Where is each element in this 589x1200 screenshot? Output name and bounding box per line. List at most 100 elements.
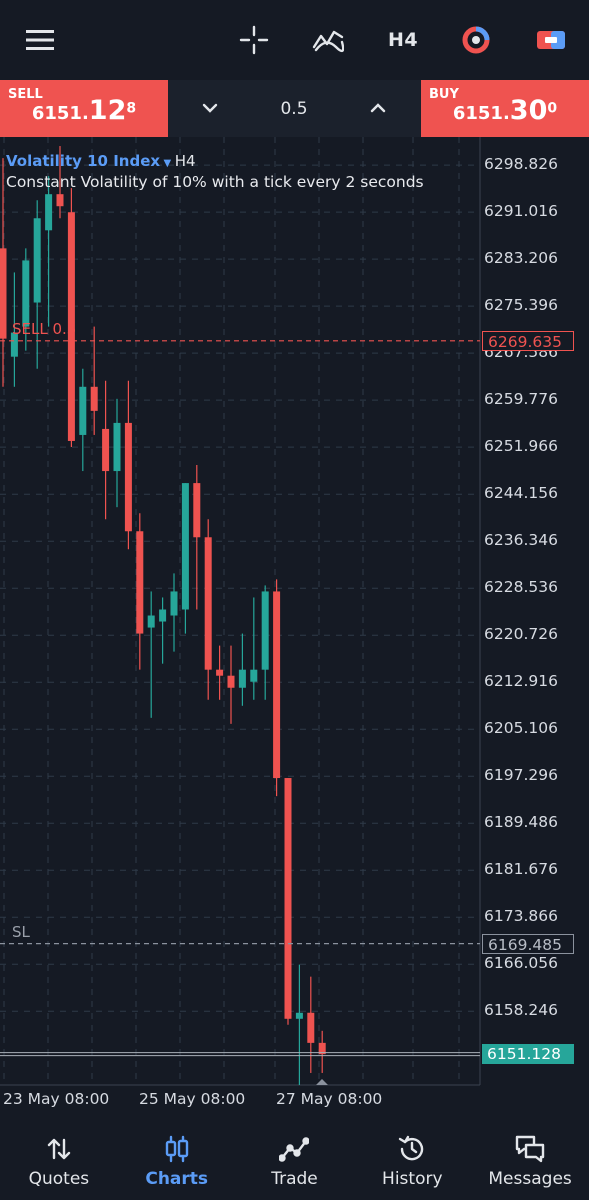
candle-body [10,332,18,357]
y-axis-tick-label: 6166.056 [484,954,558,973]
timeframe-label: H4 [387,29,419,51]
symbol-description: Constant Volatility of 10% with a tick e… [6,173,424,191]
indicators-icon[interactable] [308,20,348,60]
y-axis-tick-label: 6283.206 [484,249,558,268]
candle-body [204,537,212,670]
volume-control: 0.5 [168,80,421,137]
volume-increase-button[interactable] [363,93,393,123]
nav-charts[interactable]: Charts [118,1122,236,1200]
y-axis-tick-label: 6158.246 [484,1001,558,1020]
y-axis-tick-label: 6291.016 [484,202,558,221]
y-axis-tick-label: 6259.776 [484,390,558,409]
sell-price-small: 8 [126,100,137,117]
candle-body [250,669,258,682]
nav-messages[interactable]: Messages [471,1122,589,1200]
candle-body [102,428,110,472]
candle-body [261,591,269,670]
crosshair-icon[interactable] [234,20,274,60]
candle-body [227,675,235,688]
volume-value[interactable]: 0.5 [280,99,308,119]
buy-price: 6151.300 [421,95,589,126]
candle-body [0,248,7,339]
chevron-up-icon [370,103,386,113]
messages-icon [513,1132,547,1166]
y-axis-tick-label: 6181.676 [484,860,558,879]
x-axis-tick-label: 23 May 08:00 [3,1090,110,1108]
buy-price-small: 0 [547,100,558,117]
y-axis-tick-label: 6251.966 [484,437,558,456]
buy-price-main: 30 [509,95,548,126]
y-axis-tick-label: 6197.296 [484,766,558,785]
candle-body [22,260,30,327]
candle-body [193,483,201,538]
candle-body [170,591,178,616]
buy-price-big: 6151. [452,103,510,124]
sell-label: SELL [8,87,43,102]
trade-panel-icon[interactable] [531,20,571,60]
candle-body [284,778,292,1019]
candle-body [67,212,75,441]
timeframe-selector[interactable]: H4 [381,20,425,60]
y-axis-tick-label: 6236.346 [484,531,558,550]
y-axis-tick-label: 6298.826 [484,155,558,174]
one-click-trading-icon[interactable] [456,20,496,60]
nav-trade-label: Trade [271,1169,318,1189]
candle-body [159,609,167,622]
nav-history-label: History [382,1169,443,1189]
menu-icon[interactable] [20,20,60,60]
buy-label: BUY [429,87,459,102]
candle-body [273,591,281,779]
candle-body [124,422,132,532]
bottom-navigation: Quotes Charts Trade History Messages [0,1122,589,1200]
chart-timeframe: H4 [174,152,196,170]
candle-body [45,194,53,231]
symbol-name[interactable]: Volatility 10 Index [6,152,161,170]
y-axis-tick-label: 6173.866 [484,907,558,926]
chart-symbol-header: Volatility 10 Index ▼ H4 [6,152,196,170]
sl-price-tag: 6169.485 [482,933,574,954]
nav-quotes[interactable]: Quotes [0,1122,118,1200]
y-axis-tick-label: 6212.916 [484,672,558,691]
y-axis-tick-label: 6275.396 [484,296,558,315]
y-axis-tick-label: 6189.486 [484,813,558,832]
nav-messages-label: Messages [488,1169,572,1189]
sell-price: 6151.128 [0,95,168,126]
candle-body [181,483,189,610]
symbol-dropdown-icon[interactable]: ▼ [160,158,175,169]
candle-body [113,422,121,472]
quotes-icon [42,1132,76,1166]
candle-body [295,1012,303,1019]
price-chart[interactable]: Volatility 10 Index ▼ H4 Constant Volati… [0,137,589,1122]
y-axis-tick-label: 6244.156 [484,484,558,503]
nav-charts-label: Charts [145,1169,209,1189]
candle-body [136,531,144,634]
candle-body [56,194,64,207]
candle-body [79,386,87,435]
buy-button[interactable]: BUY 6151.300 [421,80,589,137]
top-toolbar: H4 [0,0,589,80]
nav-history[interactable]: History [353,1122,471,1200]
nav-quotes-label: Quotes [28,1169,90,1189]
chart-shift-marker [316,1079,328,1085]
sell-line-label: SELL 0.5 [12,319,77,338]
trade-bar: SELL 6151.128 0.5 BUY 6151.300 [0,80,589,137]
x-axis-tick-label: 25 May 08:00 [139,1090,246,1108]
candle-body [238,669,246,688]
candle-body [147,615,155,628]
sell-price-big: 6151. [31,103,89,124]
current-price-tag: 6151.128 [482,1044,574,1065]
candle-body [318,1042,326,1055]
sell-price-tag: 6269.635 [482,330,574,351]
chart-canvas[interactable] [0,137,589,1122]
volume-decrease-button[interactable] [195,93,225,123]
y-axis-tick-label: 6205.106 [484,719,558,738]
chevron-down-icon [202,103,218,113]
candle-body [90,386,98,411]
candle-body [216,669,224,676]
nav-trade[interactable]: Trade [236,1122,354,1200]
y-axis-tick-label: 6220.726 [484,625,558,644]
sell-button[interactable]: SELL 6151.128 [0,80,168,137]
trade-icon [277,1132,311,1166]
x-axis-tick-label: 27 May 08:00 [276,1090,383,1108]
charts-icon [160,1132,194,1166]
